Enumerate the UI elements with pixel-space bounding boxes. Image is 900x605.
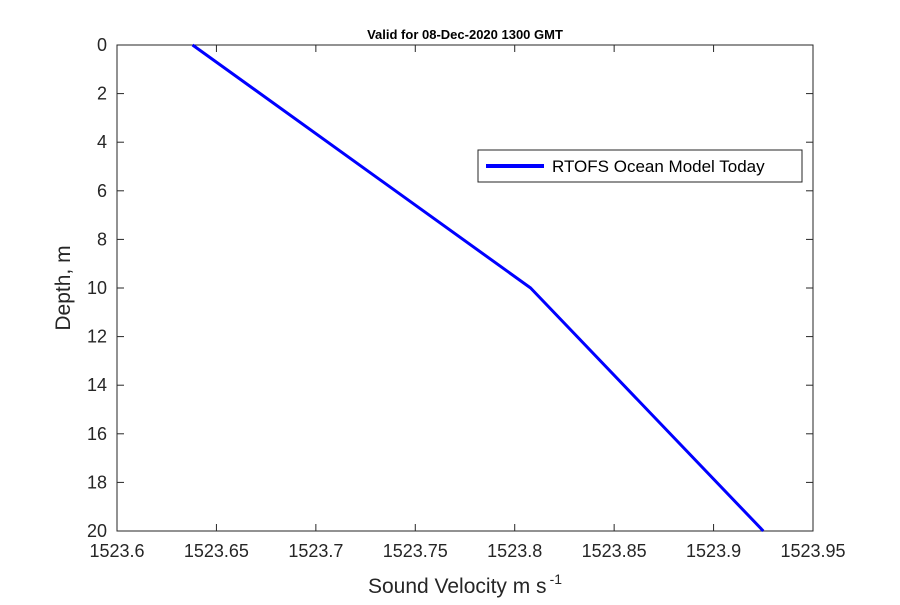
series-point	[529, 287, 532, 290]
x-tick-label: 1523.9	[686, 541, 741, 561]
y-tick-label: 4	[97, 132, 107, 152]
y-tick-label: 20	[87, 521, 107, 541]
chart-title: Valid for 08-Dec-2020 1300 GMT	[367, 27, 563, 42]
ticks-layer: 1523.6 1523.65 1523.7 1523.75 1523.8 1523.85 1…	[87, 35, 846, 561]
y-tick-label: 8	[97, 229, 107, 249]
x-axis-label: Sound Velocity m s -1	[368, 571, 562, 598]
legend-label: RTOFS Ocean Model Today	[552, 157, 765, 176]
x-tick-label: 1523.95	[780, 541, 845, 561]
y-tick-label: 14	[87, 375, 107, 395]
series-point	[191, 44, 194, 47]
y-axis-label: Depth, m	[52, 245, 75, 330]
series-point	[762, 530, 765, 533]
legend: RTOFS Ocean Model Today	[477, 149, 803, 183]
x-tick-label: 1523.75	[383, 541, 448, 561]
y-tick-label: 0	[97, 35, 107, 55]
x-tick-label: 1523.7	[288, 541, 343, 561]
x-tick-label: 1523.6	[89, 541, 144, 561]
y-tick-label: 10	[87, 278, 107, 298]
y-tick-label: 18	[87, 472, 107, 492]
y-tick-label: 6	[97, 181, 107, 201]
x-tick-label: 1523.85	[582, 541, 647, 561]
x-tick-label: 1523.8	[487, 541, 542, 561]
y-tick-label: 12	[87, 327, 107, 347]
y-tick-label: 2	[97, 84, 107, 104]
series-layer	[191, 43, 765, 533]
x-tick-label: 1523.65	[184, 541, 249, 561]
x-axis-label-text: Sound Velocity m s	[368, 575, 547, 598]
y-tick-label: 16	[87, 424, 107, 444]
x-axis-label-superscript: -1	[550, 571, 563, 587]
axes-layer	[116, 44, 814, 532]
plot-frame	[116, 44, 814, 532]
series-line-0	[191, 43, 765, 533]
